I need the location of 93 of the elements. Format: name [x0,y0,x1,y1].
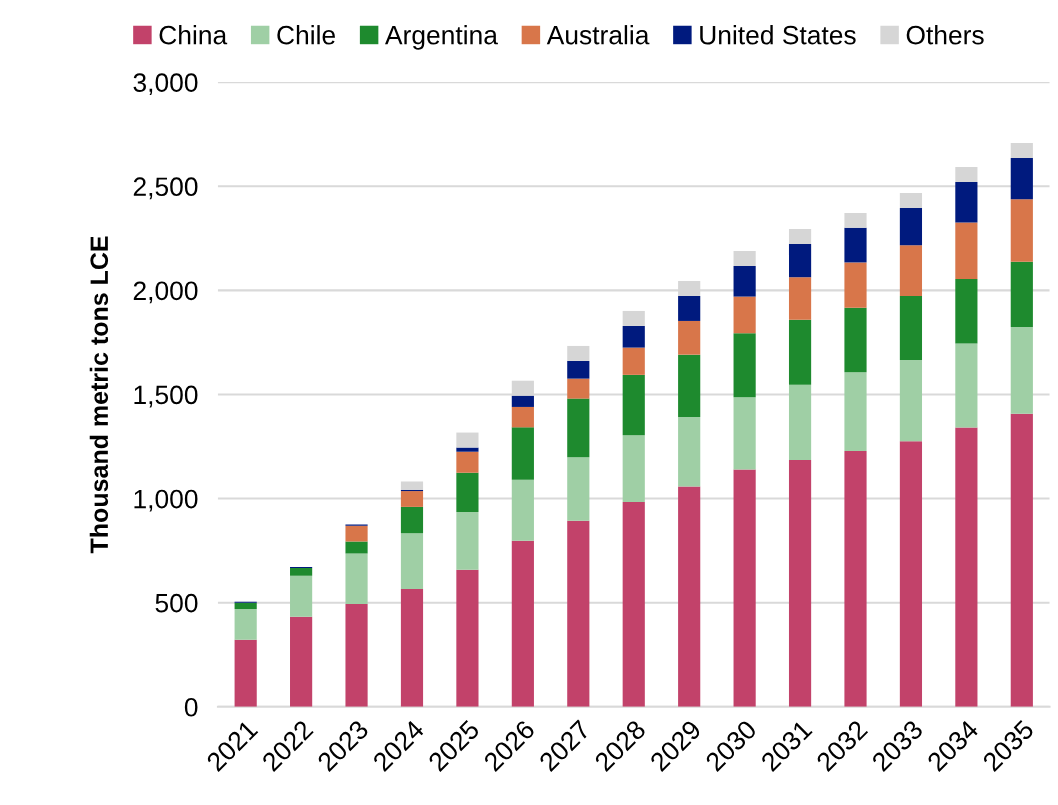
bar [567,360,590,379]
bar [567,378,590,399]
bar [955,343,978,428]
bar [844,227,867,263]
legend-label: Others [906,25,984,45]
bar [733,265,756,297]
bar [1010,199,1033,262]
bar [788,228,812,245]
bar [844,451,867,707]
bar [733,250,756,266]
bar [456,569,479,707]
bar [1010,413,1033,707]
bar [955,182,978,223]
bar [678,416,701,487]
bar [622,310,645,326]
bar [511,479,534,541]
bar [567,398,590,458]
bar [955,278,978,344]
bar [844,213,867,228]
bar [567,520,590,707]
bar [733,296,756,334]
bar [400,533,424,589]
bar [899,245,923,296]
bar [290,568,313,576]
bar [899,441,923,707]
bar [733,397,756,470]
bar [1010,158,1033,200]
legend-label: Argentina [385,25,498,50]
bar [234,608,257,640]
bar [788,319,812,385]
bar [456,511,479,570]
y-tick-label: 0 [184,697,198,717]
bar [899,359,923,442]
bar [678,486,701,707]
bar [234,602,257,609]
bar [511,395,534,407]
legend-label: United States [700,25,856,45]
bar [290,575,313,617]
bar [955,167,978,183]
y-tick-label: 500 [155,593,198,613]
bar [622,325,645,348]
bar [456,447,479,452]
bar [844,372,867,452]
bar [678,354,701,417]
bar [400,506,424,534]
bar [290,616,313,707]
bar [899,207,923,246]
bar [622,435,645,502]
bar [899,193,923,208]
bar [622,347,645,375]
bar [400,481,424,490]
y-axis-title: Thousand metric tons LCE [89,236,109,554]
bar [345,541,368,554]
y-tick-label: 2,000 [133,281,198,304]
legend-label: Australia [546,25,650,45]
bar [844,262,867,308]
bar [400,588,424,707]
bar [733,333,756,398]
bar [345,553,368,604]
bar [622,374,645,436]
bar [1010,326,1033,414]
bar [678,320,701,355]
bar [345,603,368,707]
y-tick-label: 3,000 [133,73,198,96]
bar [456,472,479,512]
bar [345,525,368,542]
y-tick-label: 2,500 [133,177,198,200]
bar [788,384,812,461]
bar [955,222,978,279]
bar [899,295,923,360]
bar [456,451,479,473]
bar [622,501,645,707]
bar [456,432,479,448]
bar [733,469,756,707]
bar [400,491,424,507]
bar [511,406,534,428]
bar [788,244,812,278]
legend-label: China [159,25,228,45]
bar [788,460,812,707]
bar [1010,143,1033,159]
y-tick-label: 1,000 [134,489,198,512]
bar [511,540,534,707]
bar [511,427,534,480]
bar [955,427,978,707]
bar [844,307,867,373]
bar [234,639,257,707]
bar [1010,261,1033,327]
bar [567,457,590,521]
bar [567,345,590,361]
bar [788,277,812,320]
y-tick-label: 1,500 [134,385,198,408]
bar [678,295,701,321]
legend-label: Chile [277,25,335,45]
